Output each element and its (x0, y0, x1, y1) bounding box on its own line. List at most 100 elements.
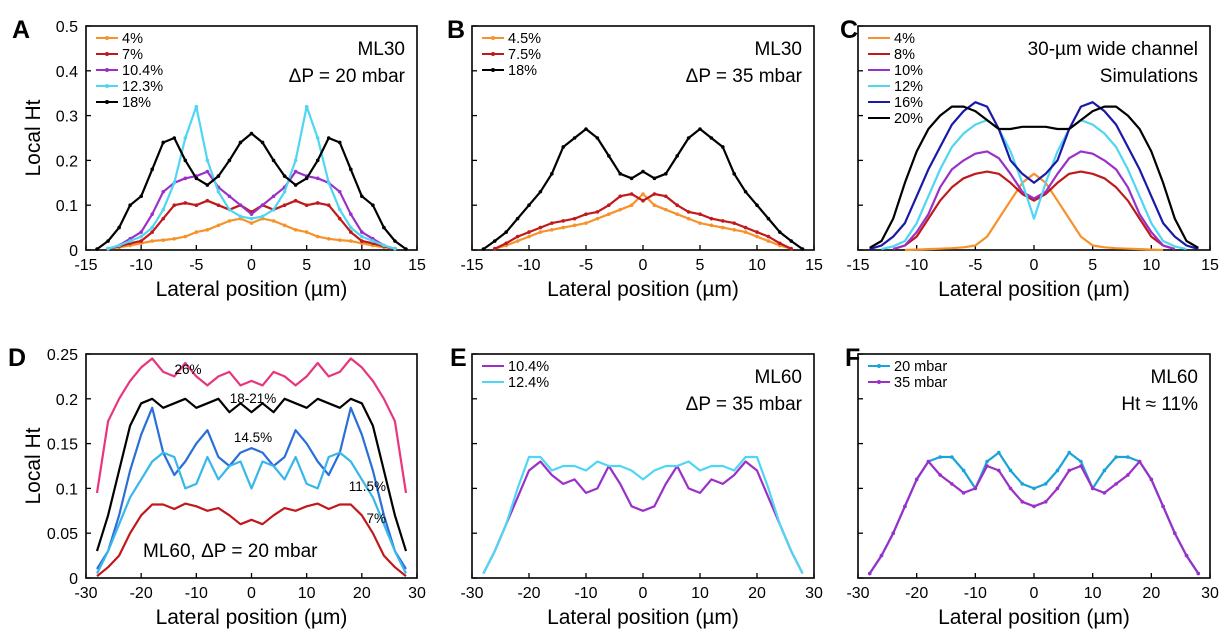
x-tick-label: -20 (905, 585, 928, 602)
data-point (183, 176, 188, 181)
x-tick-label: 10 (748, 257, 766, 274)
data-point (349, 212, 353, 216)
data-point (216, 174, 221, 178)
data-point (698, 212, 702, 216)
data-point (641, 198, 645, 203)
panel-letter: C (840, 16, 858, 44)
legend-entry: 7% (122, 47, 143, 63)
series-7-5- (493, 192, 793, 251)
data-point (293, 228, 298, 232)
x-tick-label: -30 (74, 585, 97, 602)
data-point (139, 230, 143, 234)
x-tick-label: 10 (298, 585, 316, 602)
x-tick-label: -15 (74, 257, 97, 274)
data-point (282, 189, 287, 194)
x-tick-label: -10 (905, 257, 928, 274)
data-point (282, 203, 287, 207)
data-point (766, 239, 771, 243)
data-point (709, 136, 714, 140)
data-point (721, 145, 725, 149)
series-10-4- (482, 460, 804, 574)
data-point (766, 216, 771, 221)
data-point (139, 194, 143, 199)
legend: 4%7%10.4%12.3%18% (96, 31, 163, 111)
x-tick-label: -30 (460, 585, 483, 602)
x-tick-label: 0 (247, 257, 256, 274)
data-point (249, 131, 254, 136)
legend-entry: 12.3% (122, 79, 163, 95)
data-point (1102, 468, 1107, 473)
legend-marker (105, 52, 109, 56)
x-axis-label: Lateral position (µm) (938, 278, 1130, 301)
data-point (481, 247, 486, 251)
data-point (260, 214, 265, 219)
series-line (869, 101, 1199, 251)
data-point (985, 464, 989, 468)
panel-letter: D (8, 344, 26, 372)
data-point (393, 246, 397, 251)
data-point (584, 127, 588, 131)
data-point (504, 230, 509, 234)
legend-entry: 10.4% (122, 63, 163, 79)
data-point (572, 223, 577, 228)
series-18- (481, 127, 805, 251)
data-point (337, 216, 342, 221)
x-tick-label: -10 (517, 257, 540, 274)
data-point (709, 216, 714, 221)
data-point (349, 167, 353, 172)
data-point (641, 169, 645, 174)
data-point (550, 172, 554, 176)
series-20- (869, 105, 1199, 249)
data-point (117, 225, 121, 230)
data-point (985, 459, 989, 464)
x-tick-label: 30 (408, 585, 426, 602)
data-point (755, 230, 759, 234)
data-point (194, 176, 199, 181)
data-point (216, 223, 221, 228)
data-point (194, 230, 199, 234)
data-point (304, 203, 309, 207)
annotation: ML60 (754, 367, 802, 388)
annotation: ΔP = 20 mbar (289, 66, 406, 87)
data-point (493, 246, 497, 251)
data-point (183, 234, 188, 239)
data-point (150, 239, 154, 243)
data-point (128, 239, 132, 243)
series-label: 18-21% (230, 391, 277, 406)
y-axis-label: Local Ht (22, 99, 45, 176)
panel-letter: A (12, 16, 30, 44)
data-point (595, 210, 600, 214)
data-point (238, 140, 243, 145)
data-point (326, 237, 331, 241)
y-tick-label: 0.05 (47, 526, 78, 543)
data-point (393, 239, 397, 243)
annotation: ML30 (754, 39, 802, 60)
x-tick-label: -15 (846, 257, 869, 274)
data-point (515, 239, 520, 243)
annotation: ΔP = 35 mbar (686, 394, 803, 415)
data-point (778, 241, 782, 246)
legend-marker (105, 84, 109, 88)
data-point (961, 468, 966, 473)
data-point (227, 158, 232, 163)
x-tick-label: 30 (1201, 585, 1219, 602)
panel-f: F -30 -20 -10 0 10 20 30 Lateral position (µm) 20… (845, 344, 1219, 629)
data-point (561, 219, 565, 223)
data-point (1114, 455, 1118, 459)
x-tick-label: 15 (408, 257, 426, 274)
data-point (607, 212, 611, 216)
legend-entry: 10.4% (508, 359, 549, 375)
data-point (721, 225, 725, 230)
data-point (150, 167, 154, 172)
data-point (515, 234, 520, 239)
data-point (150, 230, 154, 234)
data-point (205, 183, 210, 187)
data-point (997, 450, 1001, 455)
x-axis-label: Lateral position (µm) (547, 278, 739, 301)
data-point (194, 203, 199, 207)
data-point (572, 216, 577, 221)
legend-marker (877, 364, 881, 368)
legend-entry: 20 mbar (894, 359, 947, 375)
data-point (743, 230, 748, 234)
data-point (675, 203, 679, 207)
